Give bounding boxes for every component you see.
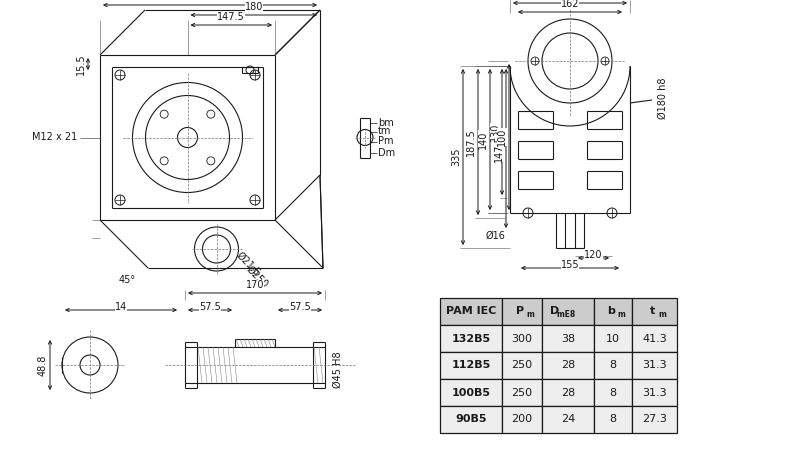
Text: 147.5: 147.5 [494,135,504,162]
Bar [594,298,632,325]
Bar [542,325,594,352]
Text: 300: 300 [511,333,533,343]
Text: 90B5: 90B5 [455,414,486,424]
Bar [440,379,502,406]
Text: 187.5: 187.5 [466,128,476,156]
Text: Ø21.5: Ø21.5 [234,250,262,278]
Bar [632,406,677,433]
Text: t: t [650,306,655,316]
Text: 180: 180 [245,2,263,12]
Text: 162: 162 [561,0,579,9]
Bar [542,406,594,433]
Bar [632,298,677,325]
Text: 8: 8 [610,387,617,397]
Text: Pm: Pm [378,136,394,147]
Text: 15.5: 15.5 [76,53,86,75]
Text: Ø180 h8: Ø180 h8 [658,77,668,119]
Text: 250: 250 [511,387,533,397]
Bar [542,298,594,325]
Text: m: m [617,310,625,319]
Text: 140: 140 [478,130,488,148]
Text: 45°: 45° [119,275,136,285]
Text: 335: 335 [451,148,461,166]
Text: 10: 10 [606,333,620,343]
Text: 292.5: 292.5 [196,0,224,2]
Bar [440,352,502,379]
Text: 28: 28 [561,387,575,397]
Bar [502,298,542,325]
Bar [542,352,594,379]
Text: 132B5: 132B5 [451,333,490,343]
Text: Ø45 H8: Ø45 H8 [333,352,343,388]
Text: 112B5: 112B5 [451,360,490,370]
Text: 41.3: 41.3 [642,333,667,343]
Bar [632,325,677,352]
Bar [632,379,677,406]
Text: bm: bm [378,117,394,127]
Text: 48.8: 48.8 [38,354,48,376]
Text: 100B5: 100B5 [451,387,490,397]
Text: m: m [556,310,564,319]
Bar [594,379,632,406]
Text: 130: 130 [490,123,500,141]
Text: 200: 200 [511,414,533,424]
Bar [594,406,632,433]
Text: 24: 24 [561,414,575,424]
Text: tm: tm [378,126,391,136]
Bar [502,325,542,352]
Text: PAM IEC: PAM IEC [446,306,496,316]
Text: m: m [526,310,534,319]
Bar [594,325,632,352]
Bar [440,298,502,325]
Text: Ø16: Ø16 [485,231,505,241]
Text: 14: 14 [115,302,127,312]
Bar [440,406,502,433]
Text: 31.3: 31.3 [642,360,667,370]
Text: b: b [607,306,615,316]
Text: 57.5: 57.5 [199,302,221,312]
Text: Dm: Dm [378,148,395,157]
Text: 250: 250 [511,360,533,370]
Text: 100: 100 [497,128,507,146]
Bar [440,325,502,352]
Text: 57.5: 57.5 [289,302,311,312]
Text: D: D [550,306,559,316]
Text: 28: 28 [561,360,575,370]
Text: 120: 120 [584,250,602,260]
Bar [502,352,542,379]
Text: 170: 170 [246,280,264,290]
Text: 155: 155 [561,260,579,270]
Text: 8: 8 [610,414,617,424]
Bar [632,352,677,379]
Text: m: m [658,310,666,319]
Text: 31.3: 31.3 [642,387,667,397]
Text: 27.3: 27.3 [642,414,667,424]
Bar [502,379,542,406]
Text: 38: 38 [561,333,575,343]
Text: 147.5: 147.5 [218,12,245,22]
Bar [502,406,542,433]
Text: E8: E8 [562,310,575,319]
Text: 8: 8 [610,360,617,370]
Text: M12 x 21: M12 x 21 [32,132,78,143]
Bar [594,352,632,379]
Bar [542,379,594,406]
Text: P: P [516,306,524,316]
Text: Ø250: Ø250 [245,264,270,290]
